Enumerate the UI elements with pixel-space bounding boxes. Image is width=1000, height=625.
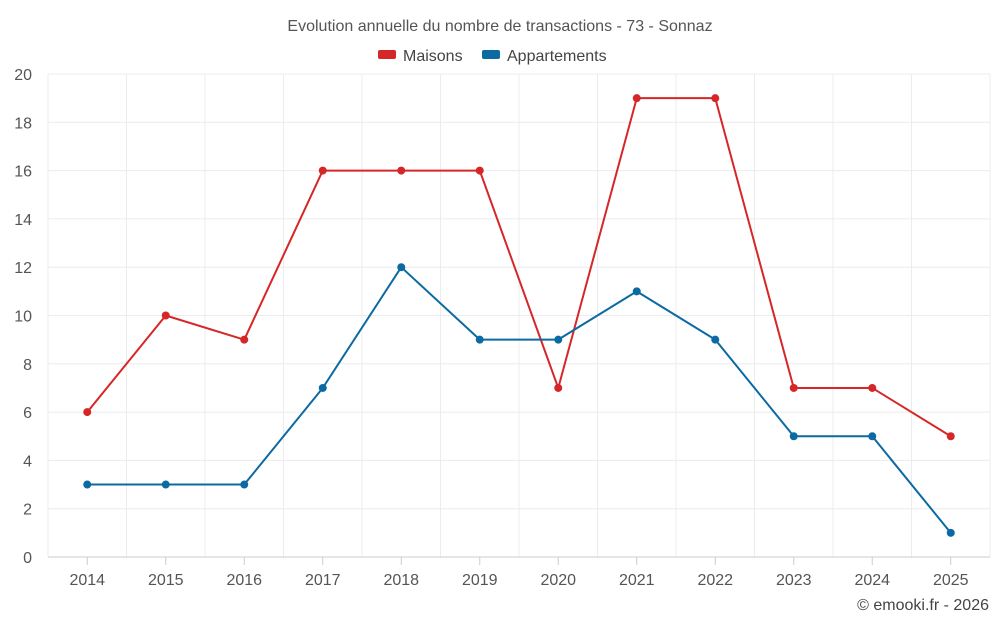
- series-maisons: [83, 94, 955, 441]
- x-tick-label: 2023: [776, 572, 812, 589]
- x-tick-label: 2021: [619, 572, 655, 589]
- data-point-appartements[interactable]: [83, 480, 92, 489]
- y-tick-label: 10: [14, 309, 32, 326]
- credit-text: © emooki.fr - 2026: [857, 597, 989, 614]
- series-lines: [83, 94, 955, 537]
- data-point-maisons[interactable]: [475, 166, 484, 175]
- x-tick-label: 2024: [854, 572, 890, 589]
- data-point-maisons[interactable]: [83, 408, 92, 417]
- data-point-maisons[interactable]: [240, 335, 249, 344]
- y-tick-label: 16: [14, 164, 32, 181]
- data-point-appartements[interactable]: [397, 263, 406, 272]
- x-tick-label: 2014: [69, 572, 105, 589]
- y-tick-label: 2: [23, 502, 32, 519]
- y-tick-label: 4: [23, 453, 32, 470]
- legend-item-maisons[interactable]: Maisons: [378, 48, 463, 65]
- series-line-appartements: [87, 266, 952, 534]
- x-tick-label: 2018: [383, 572, 419, 589]
- x-tick-label: 2020: [540, 572, 576, 589]
- legend-item-appartements[interactable]: Appartements: [482, 48, 607, 65]
- data-point-appartements[interactable]: [711, 335, 720, 344]
- legend-swatch-appartements: [482, 50, 500, 59]
- data-point-appartements[interactable]: [868, 432, 877, 441]
- data-point-appartements[interactable]: [554, 335, 563, 344]
- data-point-appartements[interactable]: [240, 480, 249, 489]
- data-point-appartements[interactable]: [318, 383, 327, 392]
- chart-title: Evolution annuelle du nombre de transact…: [287, 18, 712, 35]
- data-point-appartements[interactable]: [946, 528, 955, 537]
- gridlines: [47, 73, 991, 558]
- data-point-appartements[interactable]: [161, 480, 170, 489]
- y-tick-label: 14: [14, 212, 32, 229]
- x-tick-label: 2025: [933, 572, 969, 589]
- x-tick-label: 2019: [462, 572, 498, 589]
- y-tick-label: 0: [23, 550, 32, 567]
- y-tick-label: 6: [23, 405, 32, 422]
- series-appartements: [83, 263, 955, 537]
- legend: Maisons Appartements: [378, 48, 607, 65]
- series-line-maisons: [86, 97, 952, 438]
- legend-swatch-maisons: [378, 50, 396, 59]
- data-point-maisons[interactable]: [554, 383, 563, 392]
- y-tick-label: 12: [14, 260, 32, 277]
- y-tick-label: 8: [23, 357, 32, 374]
- x-tick-label: 2022: [697, 572, 733, 589]
- data-point-maisons[interactable]: [868, 383, 877, 392]
- x-axis-ticks: 2014 2015 2016 2017 2018 2019 2020 2021 2022 2023…: [69, 557, 969, 589]
- x-tick-label: 2017: [305, 572, 341, 589]
- y-tick-label: 20: [14, 67, 32, 84]
- data-point-maisons[interactable]: [946, 432, 955, 441]
- data-point-maisons[interactable]: [711, 94, 720, 103]
- data-point-appartements[interactable]: [632, 287, 641, 296]
- x-tick-label: 2016: [226, 572, 262, 589]
- data-point-appartements[interactable]: [789, 432, 798, 441]
- data-point-maisons[interactable]: [789, 383, 798, 392]
- y-tick-label: 18: [14, 115, 32, 132]
- x-tick-label: 2015: [148, 572, 184, 589]
- legend-label-appartements: Appartements: [507, 48, 607, 65]
- legend-label-maisons: Maisons: [403, 48, 463, 65]
- data-point-maisons[interactable]: [632, 94, 641, 103]
- data-point-appartements[interactable]: [475, 335, 484, 344]
- data-point-maisons[interactable]: [161, 311, 170, 320]
- data-point-maisons[interactable]: [318, 166, 327, 175]
- y-axis-ticks: 0 2 4 6 8 10 12 14 16 18 20: [14, 67, 32, 567]
- data-point-maisons[interactable]: [397, 166, 406, 175]
